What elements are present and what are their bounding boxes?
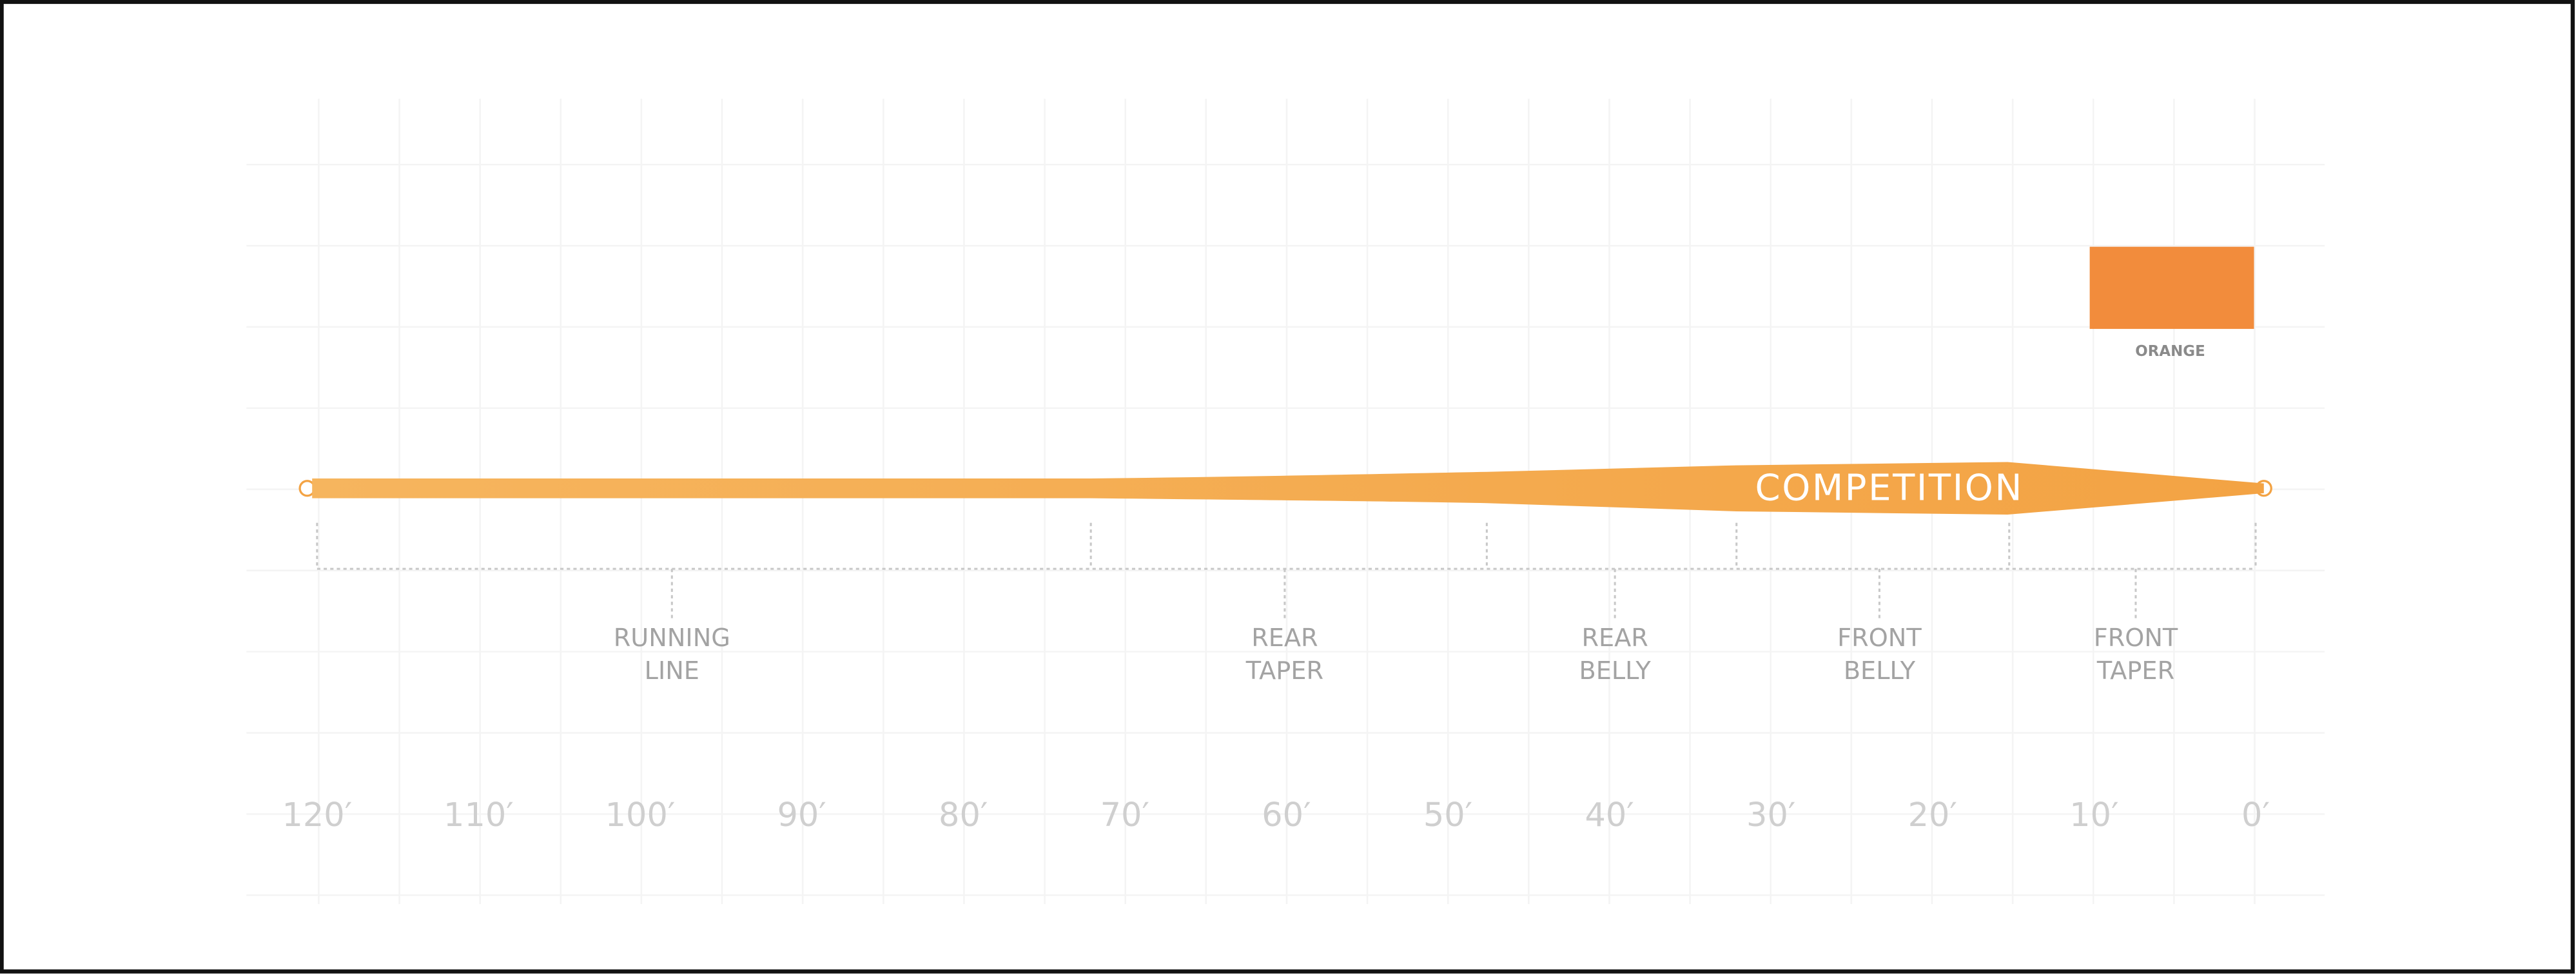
section-label: REAR bbox=[1581, 624, 1648, 653]
sections: RUNNING LINE REAR TAPER REAR BELLY FRONT BELLY F… bbox=[316, 522, 2257, 685]
axis-label: 120′ bbox=[282, 796, 352, 834]
axis-label: 100′ bbox=[605, 796, 676, 834]
axis-label: 0′ bbox=[2241, 796, 2270, 834]
section-label: FRONT bbox=[2094, 624, 2178, 653]
swatch-label: ORANGE bbox=[2135, 343, 2205, 360]
axis-label: 20′ bbox=[1908, 796, 1957, 834]
axis-label: 80′ bbox=[939, 796, 988, 834]
fly-line bbox=[312, 462, 2264, 515]
color-swatch bbox=[2089, 246, 2254, 330]
section-label: BELLY bbox=[1844, 657, 1916, 685]
line-name: COMPETITION bbox=[1755, 467, 2024, 509]
section-label: TAPER bbox=[1245, 657, 1323, 685]
axis-label: 30′ bbox=[1746, 796, 1795, 834]
axis-label: 90′ bbox=[777, 796, 826, 834]
axis-label: 60′ bbox=[1262, 796, 1311, 834]
section-label: REAR bbox=[1251, 624, 1318, 653]
section-label: LINE bbox=[645, 657, 699, 685]
axis-label: 40′ bbox=[1585, 796, 1634, 834]
axis-label: 110′ bbox=[444, 796, 514, 834]
section-label: FRONT bbox=[1837, 624, 1922, 653]
section-label: TAPER bbox=[2096, 657, 2174, 685]
axis-label: 70′ bbox=[1100, 796, 1149, 834]
section-label: BELLY bbox=[1579, 657, 1652, 685]
section-label: RUNNING bbox=[614, 624, 730, 653]
axis-label: 50′ bbox=[1423, 796, 1472, 834]
axis-label: 10′ bbox=[2069, 796, 2118, 834]
